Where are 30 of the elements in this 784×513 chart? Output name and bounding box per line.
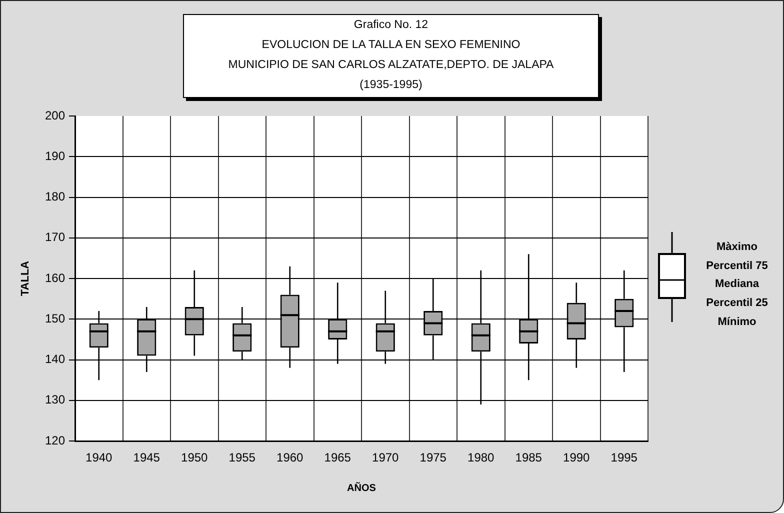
text: Percentil 75 [705,258,769,274]
y-tick-label: 150 [44,311,66,326]
y-tick-label: 180 [44,190,66,204]
y-axis-title: TALLA [20,260,32,296]
x-tick-label: 1945 [133,450,160,465]
x-tick-label: 1990 [563,450,590,465]
y-tick-label: 130 [44,392,66,407]
x-tick-label: 1955 [228,450,256,465]
x-tick-label: 1980 [468,450,495,465]
text: Màximo [716,240,758,255]
x-tick-label: 1950 [181,450,208,465]
x-tick-label: 1995 [610,450,638,465]
y-tick-label: 200 [44,108,66,122]
y-tick-label: 170 [44,230,66,244]
x-axis-title: AÑOS [347,482,376,494]
y-tick-label: 140 [44,352,66,366]
chart-subtitle: EVOLUCION DE LA TALLA EN SEXO FEMENINO MUNICIPIO DE SAN CARLOS ALZATATE,DEPTO. DE JALAPA (1935-1995) [227,38,555,93]
x-tick-label: 1975 [420,450,447,465]
y-tick-label: 190 [44,148,66,163]
chart-title: Grafico No. 12 [352,18,430,33]
x-tick-label: 1985 [515,450,542,465]
text: Mediana [714,277,760,292]
text: Mínimo [716,314,758,330]
x-tick-label: 1970 [372,450,400,465]
y-tick-label: 160 [44,270,66,285]
text: Percentil 25 [705,296,769,312]
x-tick-label: 1965 [324,450,352,465]
x-tick-label: 1960 [276,450,304,465]
x-tick-label: 1940 [86,450,113,465]
y-tick-label: 120 [44,433,66,448]
